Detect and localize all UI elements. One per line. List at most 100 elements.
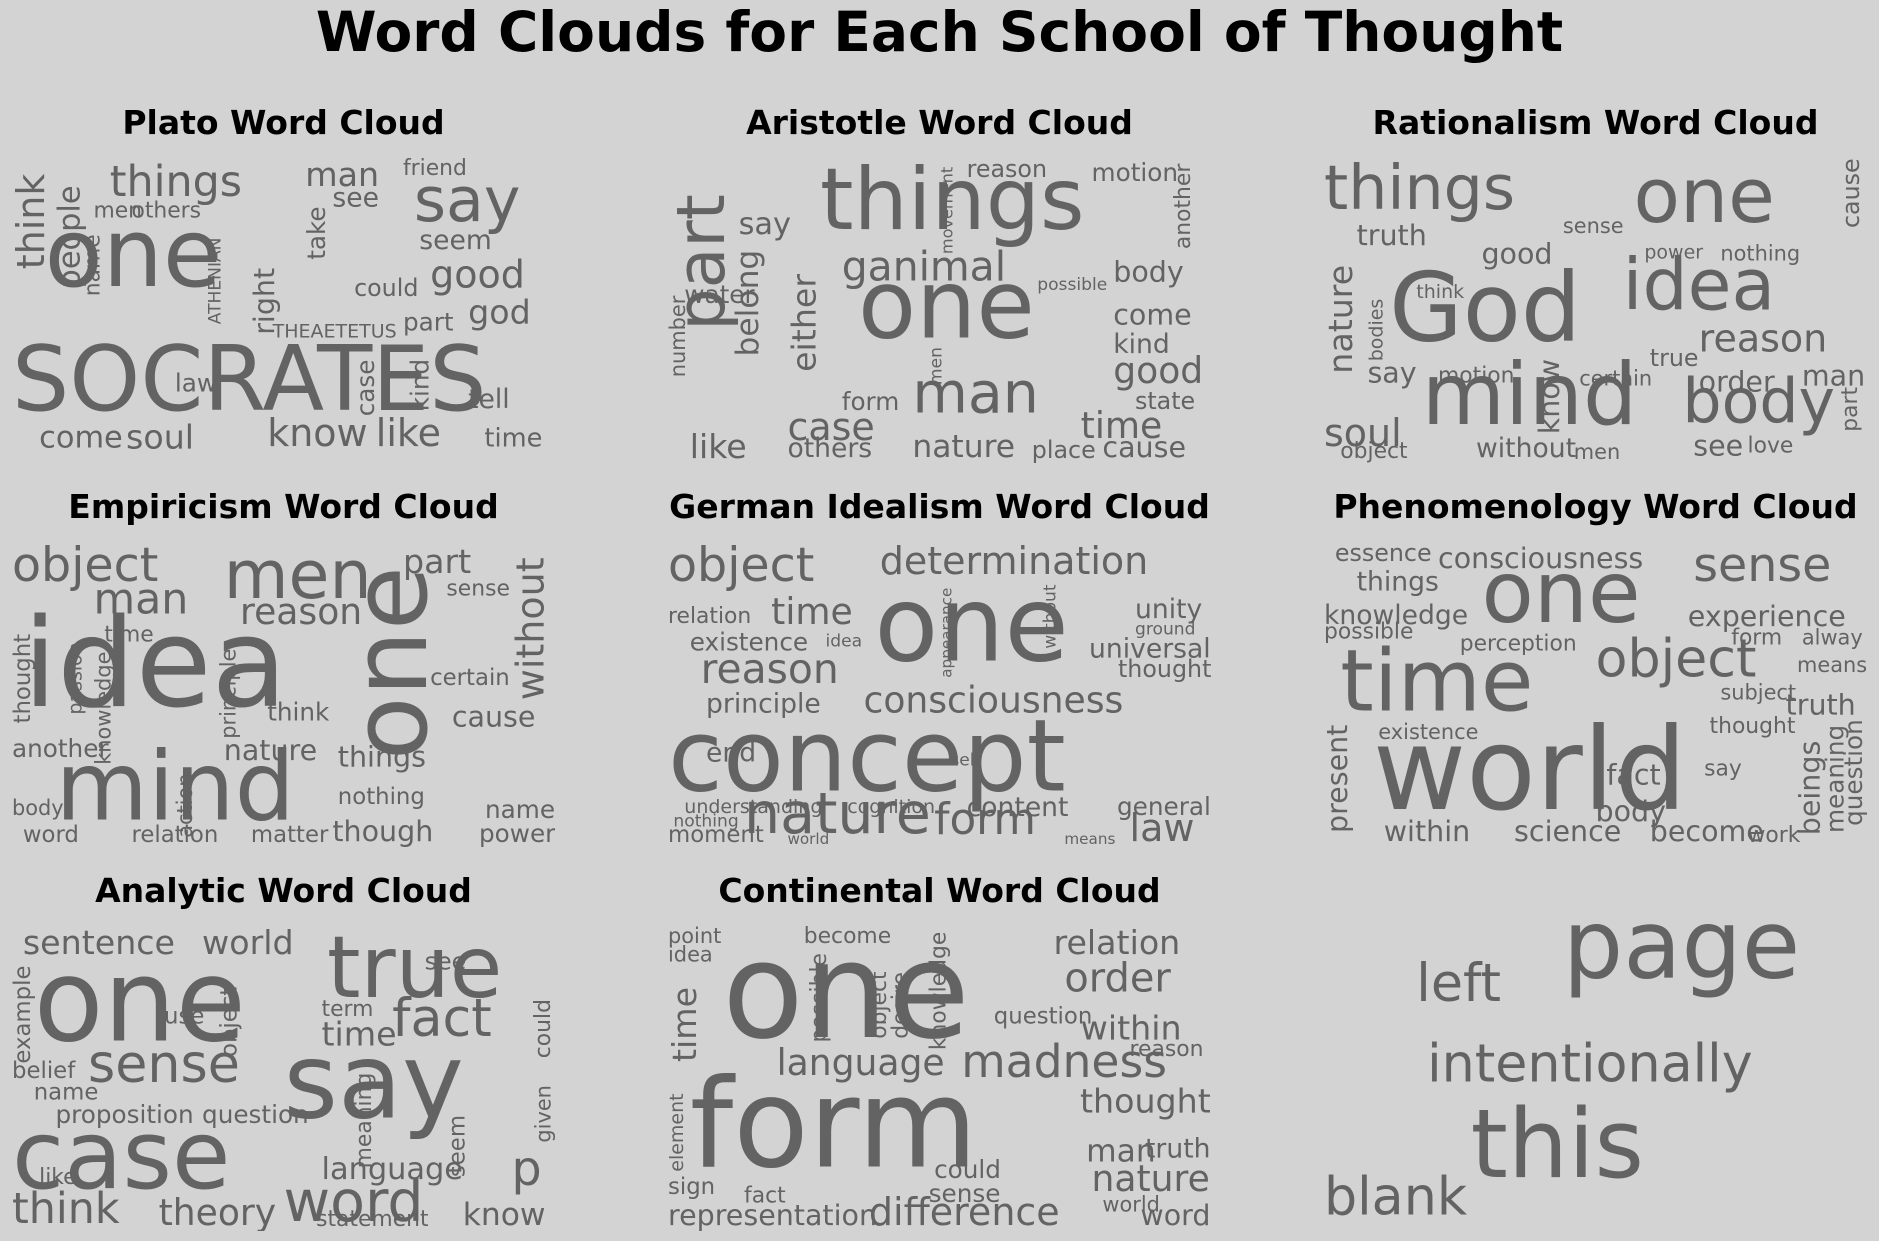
wordcloud-panel: Continental Word Cloud point idea become one… <box>668 871 1211 1241</box>
wordcloud-word: belong <box>730 249 767 357</box>
wordcloud-word: left <box>1416 954 1501 1014</box>
wordcloud-word: body <box>1113 255 1184 289</box>
wordcloud-word: element <box>668 1093 688 1172</box>
wordcloud-word: reason <box>1698 316 1828 361</box>
wordcloud-word: see <box>1693 429 1744 463</box>
wordcloud-word: could <box>531 999 555 1059</box>
wordcloud-title: Phenomenology Word Cloud <box>1333 487 1858 526</box>
wordcloud-word: cognition <box>847 796 936 819</box>
wordcloud-word: man <box>93 574 189 625</box>
wordcloud-word: unity <box>1134 593 1203 625</box>
wordcloud-title: Rationalism Word Cloud <box>1372 103 1819 142</box>
wordcloud-word: man <box>912 360 1039 427</box>
wordcloud-title: German Idealism Word Cloud <box>669 487 1210 526</box>
wordcloud-word: men <box>926 347 947 386</box>
wordcloud-word: one <box>1481 544 1641 644</box>
wordcloud-word: point <box>668 926 722 948</box>
wordcloud-word: like <box>39 1164 77 1190</box>
wordcloud-word: ganimal <box>841 242 1007 291</box>
wordcloud-word: things <box>820 158 1085 250</box>
wordcloud-word: men <box>93 198 143 224</box>
wordcloud-word: form <box>934 794 1036 846</box>
wordcloud-word: subject <box>1720 680 1797 705</box>
wordcloud-word: good <box>1113 350 1204 393</box>
wordcloud-word: either <box>784 273 824 372</box>
wordcloud-word: term <box>321 997 374 1023</box>
wordcloud-panel: Phenomenology Word Cloud essence conscious… <box>1324 487 1867 857</box>
wordcloud-word: present <box>1324 724 1354 833</box>
wordcloud-word: word <box>1140 1199 1211 1231</box>
wordcloud-word: soul <box>126 417 195 457</box>
wordcloud-word: others <box>787 433 873 463</box>
wordcloud-word: within <box>1080 1008 1182 1048</box>
wordcloud-word: time <box>321 1014 397 1054</box>
wordcloud-word: experience <box>1687 600 1846 633</box>
wordcloud-word: man <box>305 158 380 194</box>
wordcloud-word: things <box>337 740 426 774</box>
wordcloud-word: without <box>1476 433 1577 463</box>
wordcloud-word: possible <box>1037 274 1108 295</box>
wordcloud-word: cause <box>451 700 536 734</box>
wordcloud-word: could <box>934 1154 1001 1184</box>
wordcloud-word: though <box>332 815 434 847</box>
wordcloud-word: example <box>12 965 36 1064</box>
wordcloud-word: object <box>1595 629 1757 690</box>
wordcloud-word: know <box>267 411 368 456</box>
wordcloud-word: true <box>1649 344 1699 373</box>
wordcloud-word: general <box>1117 792 1211 822</box>
wordcloud-word: case <box>351 359 381 417</box>
wordcloud-word: part <box>402 542 472 582</box>
wordcloud-word: object <box>12 542 159 593</box>
wordcloud-word: object <box>668 542 815 593</box>
wordcloud-area: object determination appearance without unit… <box>668 542 1211 847</box>
wordcloud-title: Empiricism Word Cloud <box>68 487 499 526</box>
wordcloud-word: question <box>1839 719 1867 826</box>
wordcloud-word: body <box>1595 795 1667 829</box>
wordcloud-word: one <box>44 198 222 309</box>
wordcloud-word: work <box>1747 823 1801 847</box>
wordcloud-panel: Plato Word Cloud one SOCRATES say things man t… <box>12 103 555 473</box>
wordcloud-word: desire <box>888 972 914 1039</box>
wordcloud-word: passion <box>64 642 87 715</box>
wordcloud-panel: page left intentionally this blank <box>1324 871 1867 1241</box>
wordcloud-word: without <box>508 557 553 701</box>
wordcloud-area: page left intentionally this blank <box>1324 881 1867 1231</box>
wordcloud-word: universal <box>1089 633 1211 665</box>
wordcloud-word: reason <box>240 590 363 633</box>
wordcloud-word: consciousness <box>863 679 1124 722</box>
wordcloud-word: relation <box>1053 926 1181 962</box>
wordcloud-word: become <box>803 926 892 949</box>
wordcloud-word: means <box>1797 652 1867 677</box>
wordcloud-word: means <box>1064 830 1116 847</box>
wordcloud-word: one <box>874 563 1069 686</box>
wordcloud-word: certain <box>430 665 510 692</box>
wordcloud-word: idea <box>668 942 713 967</box>
wordcloud-word: ground <box>1134 619 1196 640</box>
wordcloud-word: say <box>1367 356 1417 390</box>
wordcloud-word: sense <box>1562 213 1624 238</box>
wordcloud-word: possible <box>1324 619 1414 645</box>
wordcloud-word: world <box>202 926 294 962</box>
wordcloud-word: sign <box>668 1174 716 1201</box>
wordcloud-word: consciousness <box>1438 542 1644 576</box>
wordcloud-word: sense <box>88 1034 240 1095</box>
wordcloud-word: name <box>80 234 106 297</box>
wordcloud-word: another <box>12 734 109 764</box>
wordcloud-word: movement <box>937 166 957 255</box>
wordcloud-word: use <box>164 1003 205 1030</box>
wordcloud-word: proposition <box>55 1099 194 1129</box>
wordcloud-word: form <box>689 1052 978 1197</box>
wordcloud-word: sense <box>928 1179 1001 1209</box>
wordcloud-word: could <box>354 273 419 302</box>
wordcloud-word: body <box>12 796 64 821</box>
wordcloud-word: God <box>1389 253 1582 364</box>
wordcloud-word: determination <box>879 542 1149 583</box>
wordcloud-word: body <box>1682 365 1836 438</box>
wordcloud-word: reason <box>1129 1036 1204 1062</box>
wordcloud-word: time <box>1080 405 1163 448</box>
wordcloud-word: say <box>738 206 792 242</box>
wordcloud-word: motion <box>1091 158 1178 188</box>
wordcloud-word: concept <box>668 697 1066 815</box>
wordcloud-word: order <box>1064 955 1171 1002</box>
wordcloud-word: idea <box>825 631 863 652</box>
